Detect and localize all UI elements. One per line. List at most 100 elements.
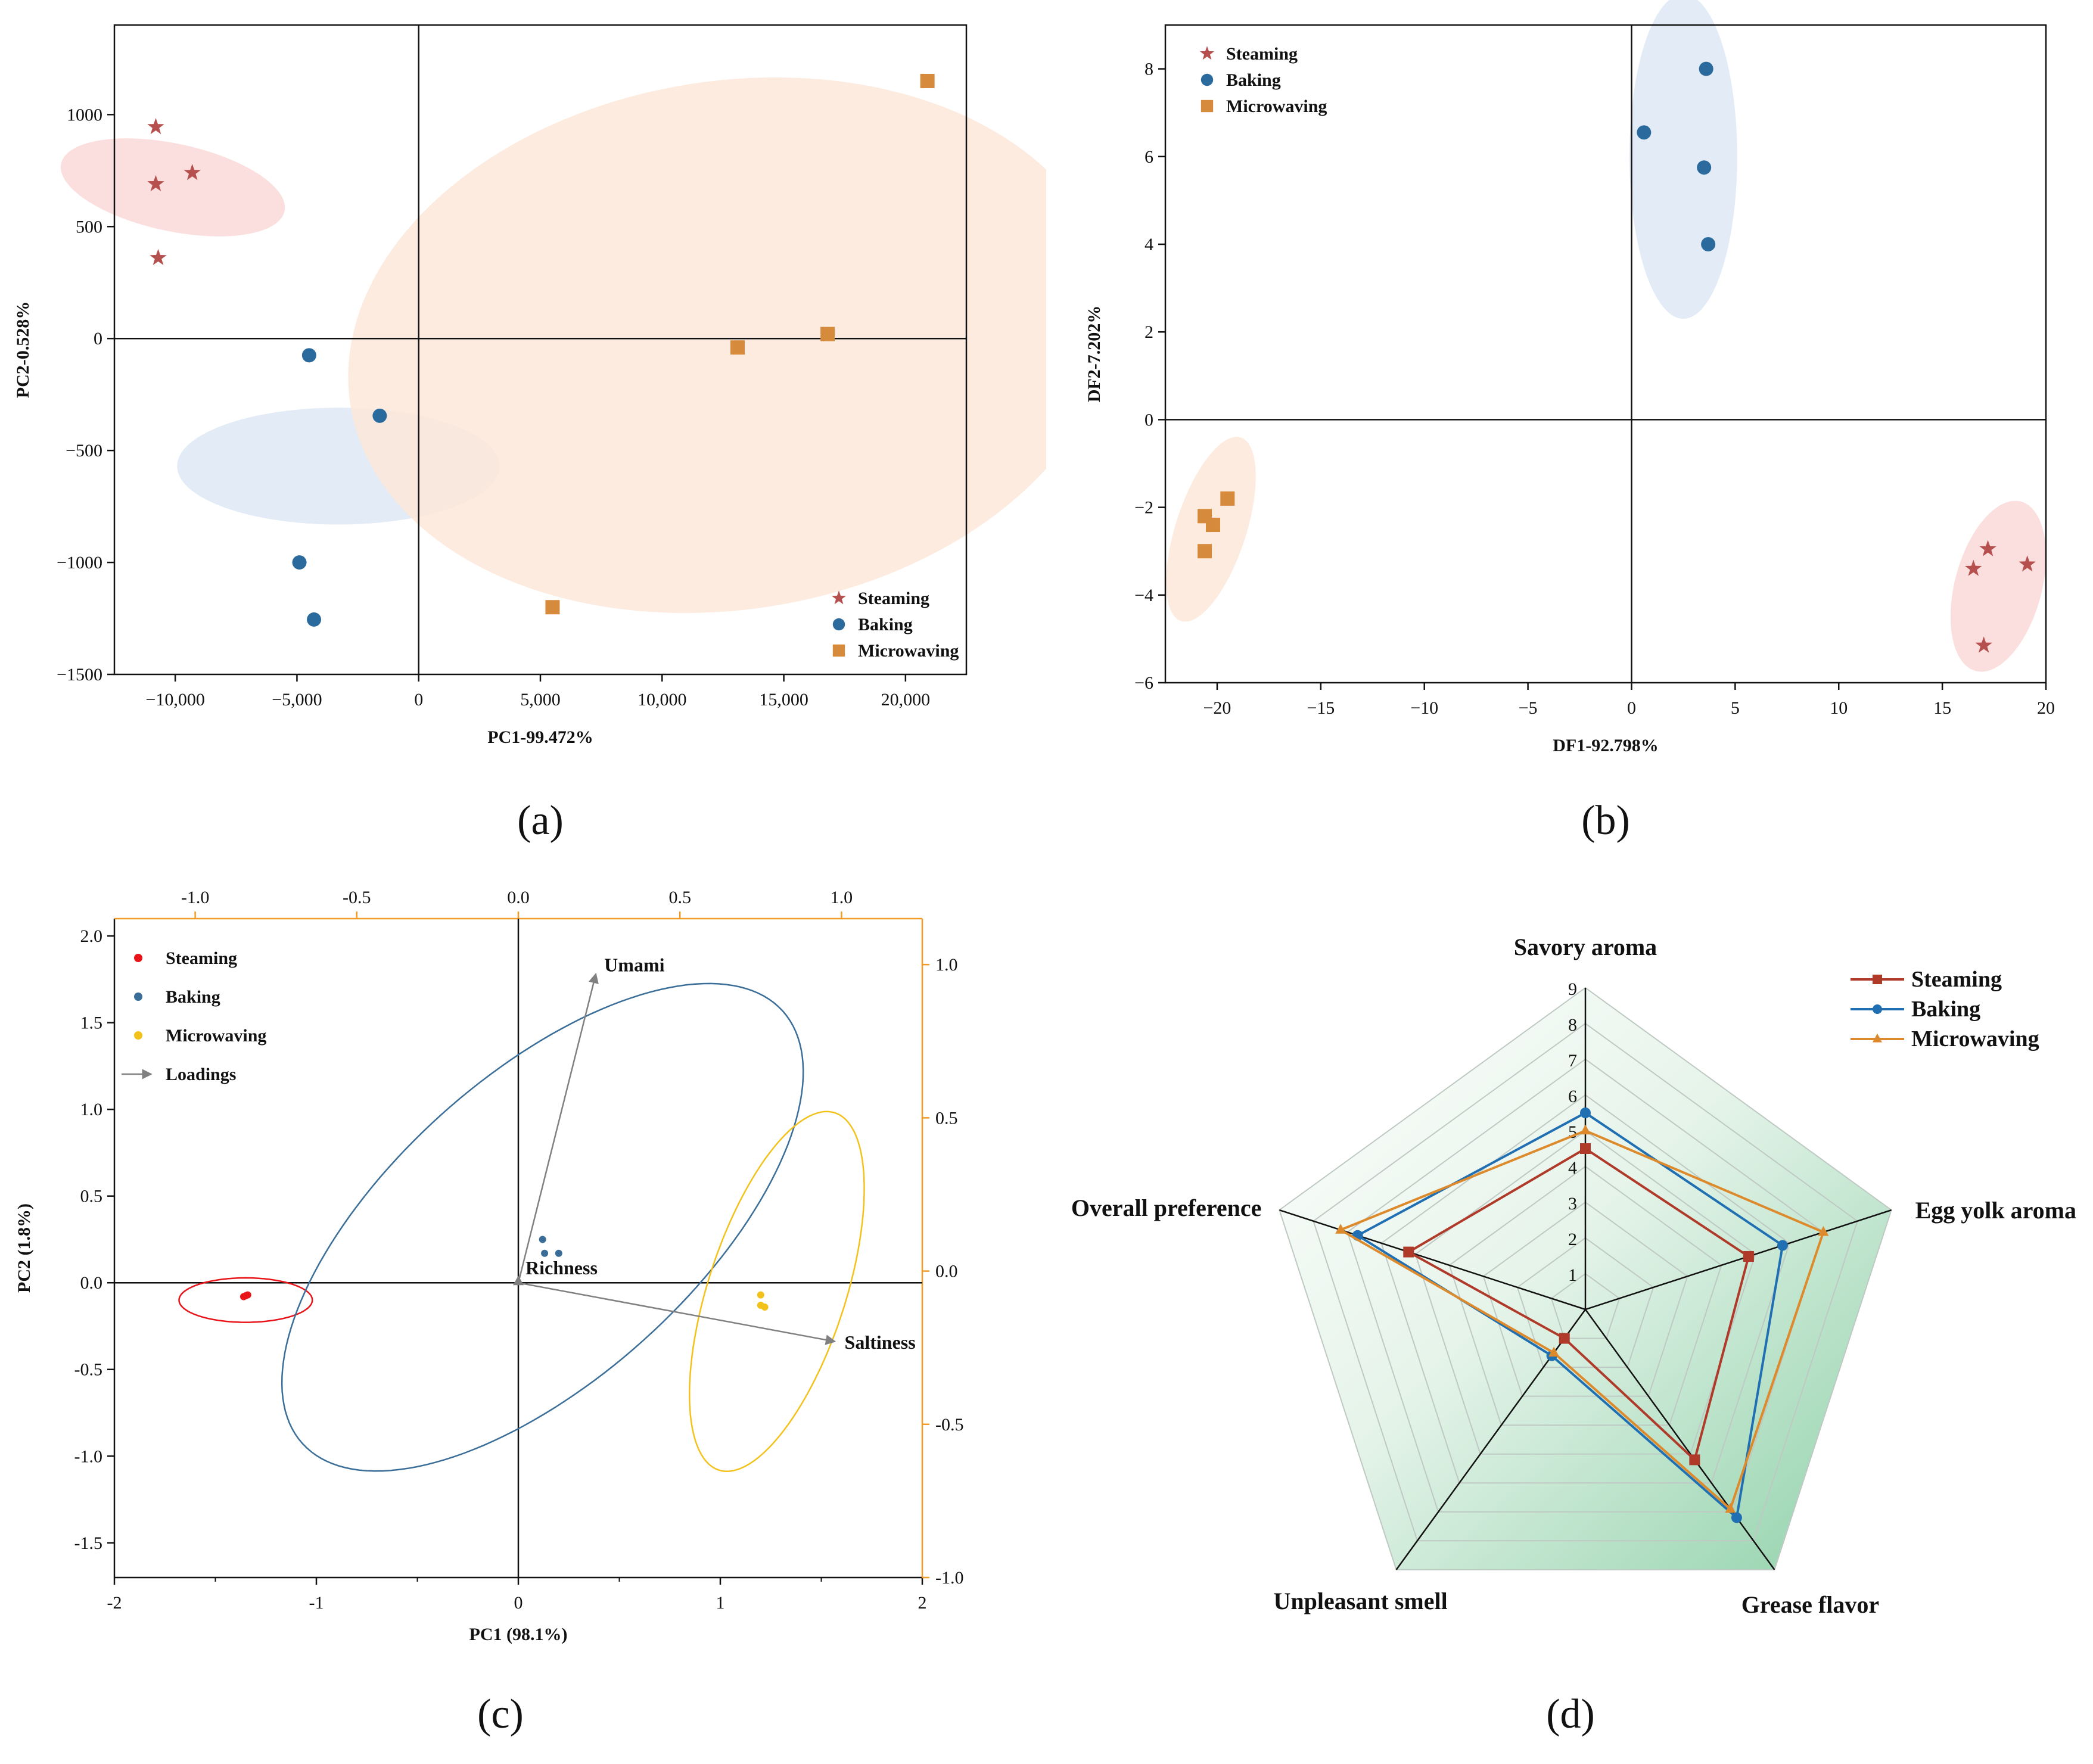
radar-point-steaming (1580, 1143, 1591, 1154)
y-tick-label: 0 (1145, 410, 1153, 430)
radar-axis-label-4: Overall preference (1071, 1194, 1262, 1221)
panel-d-radar: 1 2 3 4 5 6 7 8 9 Savory aroma Egg yolk aroma Greas… (1046, 876, 2093, 1764)
x-tick-label: -1 (309, 1593, 324, 1613)
radar-scale-label: 3 (1568, 1194, 1577, 1214)
legend-label-microwaving: Microwaving (1226, 97, 1327, 116)
legend-label-baking: Baking (858, 615, 913, 634)
legend-marker-microwaving (1201, 99, 1214, 113)
loading-arrow-umami (517, 972, 599, 1283)
radar-scale-label: 9 (1568, 979, 1577, 999)
radar-axis-label-2: Grease flavor (1741, 1591, 1879, 1618)
y-tick-label: 0 (94, 329, 102, 349)
radar-point-baking (1731, 1512, 1742, 1523)
x-tick-label: 10,000 (637, 690, 687, 710)
legend-label-baking: Baking (1226, 70, 1281, 90)
y-tick-label: 0.5 (80, 1187, 103, 1206)
data-point-steaming (147, 175, 164, 191)
data-point-steaming (150, 248, 167, 265)
radar-grid-ring (1448, 1165, 1722, 1426)
data-point-microwaving (1205, 518, 1220, 533)
radar-grid-ring (1550, 1273, 1621, 1339)
legend-marker-steaming (831, 590, 847, 605)
data-point-microwaving (545, 600, 560, 615)
right-tick-label: -1.0 (935, 1568, 964, 1588)
data-point-steaming (242, 1292, 250, 1300)
x-tick-label: −20 (1203, 698, 1231, 718)
radar-grid-ring (1313, 1022, 1858, 1542)
legend-label-steaming: Steaming (166, 948, 237, 968)
radar-scale-label: 7 (1568, 1051, 1577, 1071)
data-point-baking (292, 555, 307, 570)
confidence-ellipse-1 (1950, 500, 2047, 672)
panel-b-lda-scatter: −20 −15 −10 −5 0 5 10 15 20 −6 −4 −2 0 2 4 6 8 DF1-92.798… (1046, 0, 2093, 876)
x-tick-label: 5,000 (520, 690, 561, 710)
radar-grid-ring (1482, 1201, 1688, 1397)
radar-point-steaming (1689, 1454, 1700, 1466)
x-axis-label: PC1 (98.1%) (469, 1625, 568, 1644)
right-tick-label: 0.0 (935, 1262, 958, 1281)
data-point-steaming (1965, 559, 1982, 576)
y-tick-label: 1000 (67, 105, 102, 125)
x-tick-label: -2 (107, 1593, 122, 1613)
data-point-microwaving (920, 73, 935, 88)
confidence-ellipse-0 (178, 1277, 313, 1323)
radar-point-steaming (1559, 1333, 1570, 1344)
y-tick-label: 0.0 (80, 1273, 103, 1293)
legend-label-loadings: Loadings (166, 1065, 236, 1084)
data-point-steaming (2019, 555, 2036, 572)
data-point-baking (1637, 125, 1652, 140)
data-point-baking (372, 408, 387, 423)
x-tick-label: 20,000 (881, 690, 931, 710)
y-tick-label: 1.5 (80, 1013, 103, 1033)
radar-point-microwaving (1725, 1502, 1736, 1513)
y-tick-label: 4 (1145, 235, 1153, 254)
confidence-ellipse-2 (689, 1110, 865, 1472)
radar-grid-ring (1516, 1237, 1655, 1368)
top-tick-label: -1.0 (181, 888, 210, 907)
panel-label: (a) (517, 798, 564, 844)
panel-c-biplot: -2 -1 0 1 2 -1.5 -1.0 -0.5 0.0 0.5 1.0 1.5 2.0 -1.0 -0… (0, 876, 1046, 1764)
radar-point-microwaving (1818, 1225, 1829, 1236)
radar-point-steaming (1403, 1246, 1414, 1258)
y-tick-label: 6 (1145, 147, 1153, 167)
y-axis-label: PC2-0.528% (13, 301, 33, 398)
x-tick-label: 15,000 (759, 690, 808, 710)
y-tick-label: 2 (1145, 322, 1153, 342)
right-tick-label: -0.5 (935, 1415, 964, 1435)
data-point-baking (1701, 237, 1716, 251)
radar-scale-label: 6 (1568, 1087, 1577, 1106)
x-axis-label: DF1-92.798% (1553, 736, 1658, 755)
panel-a-pca-scatter: −10,000 −5,000 0 5,000 10,000 15,000 20,000 −15… (0, 0, 1046, 876)
legend-label-baking: Baking (1911, 997, 1980, 1022)
data-point-steaming (184, 164, 201, 181)
data-point-microwaving (1198, 544, 1212, 559)
legend-label-baking: Baking (166, 987, 220, 1007)
panel-d-svg: 1 2 3 4 5 6 7 8 9 Savory aroma Egg yolk aroma Greas… (1071, 934, 2076, 1737)
loading-arrow-saltiness (518, 1281, 836, 1345)
x-axis-label: PC1-99.472% (487, 727, 593, 747)
radar-point-baking (1777, 1240, 1788, 1251)
y-tick-label: -0.5 (74, 1360, 103, 1380)
data-point-baking (539, 1236, 546, 1243)
y-tick-label: 500 (76, 217, 102, 237)
legend-marker-baking (832, 618, 845, 631)
y-tick-label: −6 (1134, 673, 1153, 693)
radar-scale-label: 5 (1568, 1122, 1577, 1142)
radar-series-baking (1355, 1111, 1784, 1520)
legend-label-steaming: Steaming (858, 589, 929, 608)
data-point-microwaving (761, 1303, 769, 1311)
panel-label: (b) (1581, 798, 1630, 844)
top-tick-label: 1.0 (831, 888, 853, 907)
confidence-ellipse-0 (60, 138, 285, 237)
data-point-baking (307, 612, 322, 627)
radar-point-steaming (1743, 1251, 1754, 1262)
x-tick-label: −10,000 (145, 690, 204, 710)
confidence-ellipse-1 (281, 982, 804, 1472)
x-tick-label: 20 (2037, 698, 2055, 718)
loading-label-saltiness: Saltiness (845, 1331, 916, 1353)
radar-spoke (1279, 1209, 1586, 1311)
data-point-baking (1699, 61, 1713, 76)
radar-spoke (1584, 1309, 1775, 1570)
data-point-microwaving (757, 1291, 764, 1299)
legend-marker-microwaving (1873, 1033, 1882, 1043)
